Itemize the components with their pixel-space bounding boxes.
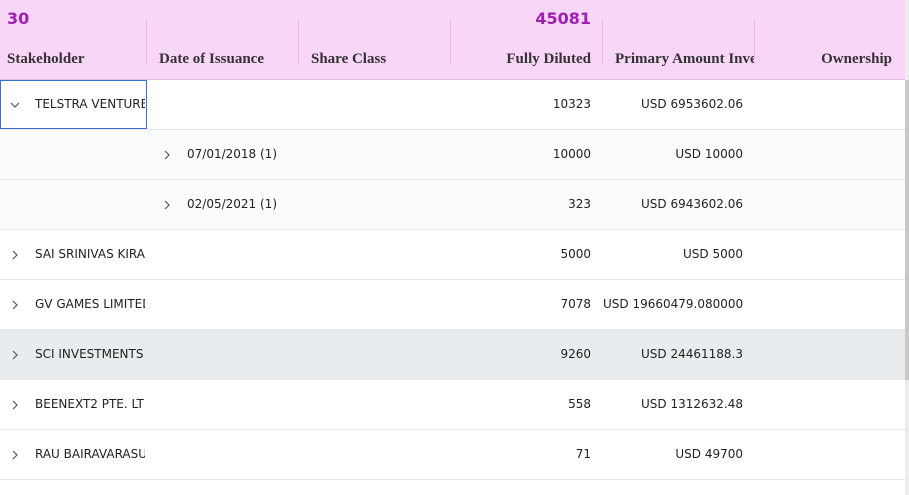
chevron-right-icon[interactable]	[8, 330, 22, 379]
primary-amount-value: USD 5000	[683, 247, 743, 261]
stakeholder-name: SAI SRINIVAS KIRAN	[35, 247, 145, 261]
vertical-scrollbar[interactable]	[905, 0, 909, 495]
col-header-stakeholder[interactable]: 30 Stakeholder	[0, 0, 147, 79]
col-header-label: Primary Amount Invested	[615, 51, 755, 67]
chevron-right-icon[interactable]	[8, 280, 22, 329]
fully-diluted-value: 10323	[552, 97, 591, 111]
stakeholder-name: RAU BAIRAVARASU /	[35, 447, 145, 461]
stakeholder-count-total: 30	[7, 9, 30, 28]
table-row[interactable]: TELSTRA VENTURES PTE. LTD. 10323 USD 69536…	[0, 80, 905, 130]
column-separator[interactable]	[146, 20, 147, 64]
column-separator[interactable]	[602, 20, 603, 64]
primary-amount-value: USD 6943602.06	[641, 197, 743, 211]
fully-diluted-total: 45081	[535, 9, 591, 28]
col-header-ownership[interactable]: Ownership	[755, 0, 905, 79]
chevron-right-icon[interactable]	[160, 130, 174, 179]
issuance-date[interactable]: 07/01/2018 (1)	[187, 130, 297, 179]
table-row[interactable]: GV GAMES LIMITED ( 7078 USD 19660479.08000…	[0, 280, 905, 330]
primary-amount-value: USD 24461188.3	[641, 347, 743, 361]
fully-diluted-value: 7078	[560, 297, 591, 311]
column-separator[interactable]	[298, 20, 299, 64]
col-header-label: Ownership	[821, 51, 892, 67]
col-header-label: Stakeholder	[7, 51, 85, 67]
issuance-date-text: 07/01/2018	[187, 147, 257, 161]
col-header-share-class[interactable]: Share Class	[299, 0, 451, 79]
issuance-count: (1)	[260, 197, 277, 211]
stakeholder-name: SCI INVESTMENTS V	[35, 347, 145, 361]
scrollbar-thumb[interactable]	[905, 80, 909, 380]
stakeholder-name: GV GAMES LIMITED (	[35, 297, 145, 311]
issuance-count: (1)	[260, 147, 277, 161]
ownership-value	[755, 430, 905, 479]
chevron-down-icon[interactable]	[8, 80, 22, 129]
chevron-right-icon[interactable]	[8, 380, 22, 429]
stakeholder-name: TELSTRA VENTURES PTE. LTD.	[35, 97, 145, 111]
col-header-label: Fully Diluted	[506, 51, 591, 67]
ownership-value	[755, 180, 905, 229]
stakeholder-name: BEENEXT2 PTE. LTD.	[35, 397, 145, 411]
grid-header: 30 Stakeholder Date of Issuance Share Cl…	[0, 0, 905, 80]
ownership-value	[755, 380, 905, 429]
primary-amount-value: USD 49700	[675, 447, 743, 461]
table-row[interactable]: SAI SRINIVAS KIRAN 5000 USD 5000	[0, 230, 905, 280]
fully-diluted-value: 71	[575, 447, 591, 461]
column-separator[interactable]	[754, 20, 755, 64]
issuance-date-text: 02/05/2021	[187, 197, 257, 211]
ownership-value	[755, 80, 905, 129]
ownership-value	[755, 280, 905, 329]
col-header-label: Date of Issuance	[159, 51, 264, 67]
issuance-date[interactable]: 02/05/2021 (1)	[187, 180, 297, 229]
table-row-issuance[interactable]: 07/01/2018 (1) 10000 USD 10000	[0, 130, 905, 180]
col-header-fully-diluted[interactable]: 45081 Fully Diluted	[451, 0, 603, 79]
chevron-right-icon[interactable]	[8, 430, 22, 479]
chevron-right-icon[interactable]	[160, 180, 174, 229]
table-row[interactable]: SCI INVESTMENTS V 9260 USD 24461188.3	[0, 330, 905, 380]
fully-diluted-value: 558	[568, 397, 591, 411]
primary-amount-value: USD 10000	[675, 147, 743, 161]
col-header-label: Share Class	[311, 51, 387, 67]
chevron-right-icon[interactable]	[8, 230, 22, 279]
primary-amount-value: USD 6953602.06	[641, 97, 743, 111]
col-header-date-of-issuance[interactable]: Date of Issuance	[147, 0, 299, 79]
table-row[interactable]: BEENEXT2 PTE. LTD. 558 USD 1312632.48	[0, 380, 905, 430]
ownership-value	[755, 330, 905, 379]
primary-amount-value: USD 19660479.08000002	[603, 297, 743, 311]
table-row[interactable]: RAU BAIRAVARASU / 71 USD 49700	[0, 430, 905, 480]
table-row-issuance[interactable]: 02/05/2021 (1) 323 USD 6943602.06	[0, 180, 905, 230]
fully-diluted-value: 9260	[560, 347, 591, 361]
fully-diluted-value: 5000	[560, 247, 591, 261]
primary-amount-value: USD 1312632.48	[641, 397, 743, 411]
fully-diluted-value: 10000	[552, 147, 591, 161]
col-header-primary-amount-invested[interactable]: Primary Amount Invested	[603, 0, 755, 79]
fully-diluted-value: 323	[568, 197, 591, 211]
ownership-value	[755, 230, 905, 279]
column-separator[interactable]	[450, 20, 451, 64]
ownership-value	[755, 130, 905, 179]
